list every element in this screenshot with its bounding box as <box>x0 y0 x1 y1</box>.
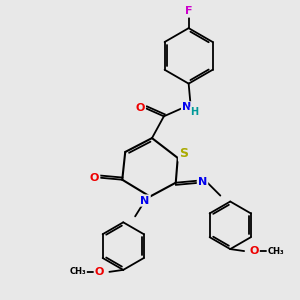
Text: CH₃: CH₃ <box>268 247 284 256</box>
Text: N: N <box>198 177 207 187</box>
Text: H: H <box>190 107 199 117</box>
Text: O: O <box>90 173 99 183</box>
Text: O: O <box>135 103 145 113</box>
Text: N: N <box>140 196 150 206</box>
Text: O: O <box>249 246 259 256</box>
Text: O: O <box>95 267 104 277</box>
Text: F: F <box>185 6 192 16</box>
Text: CH₃: CH₃ <box>69 267 86 276</box>
Text: N: N <box>182 102 191 112</box>
Text: S: S <box>179 148 188 160</box>
